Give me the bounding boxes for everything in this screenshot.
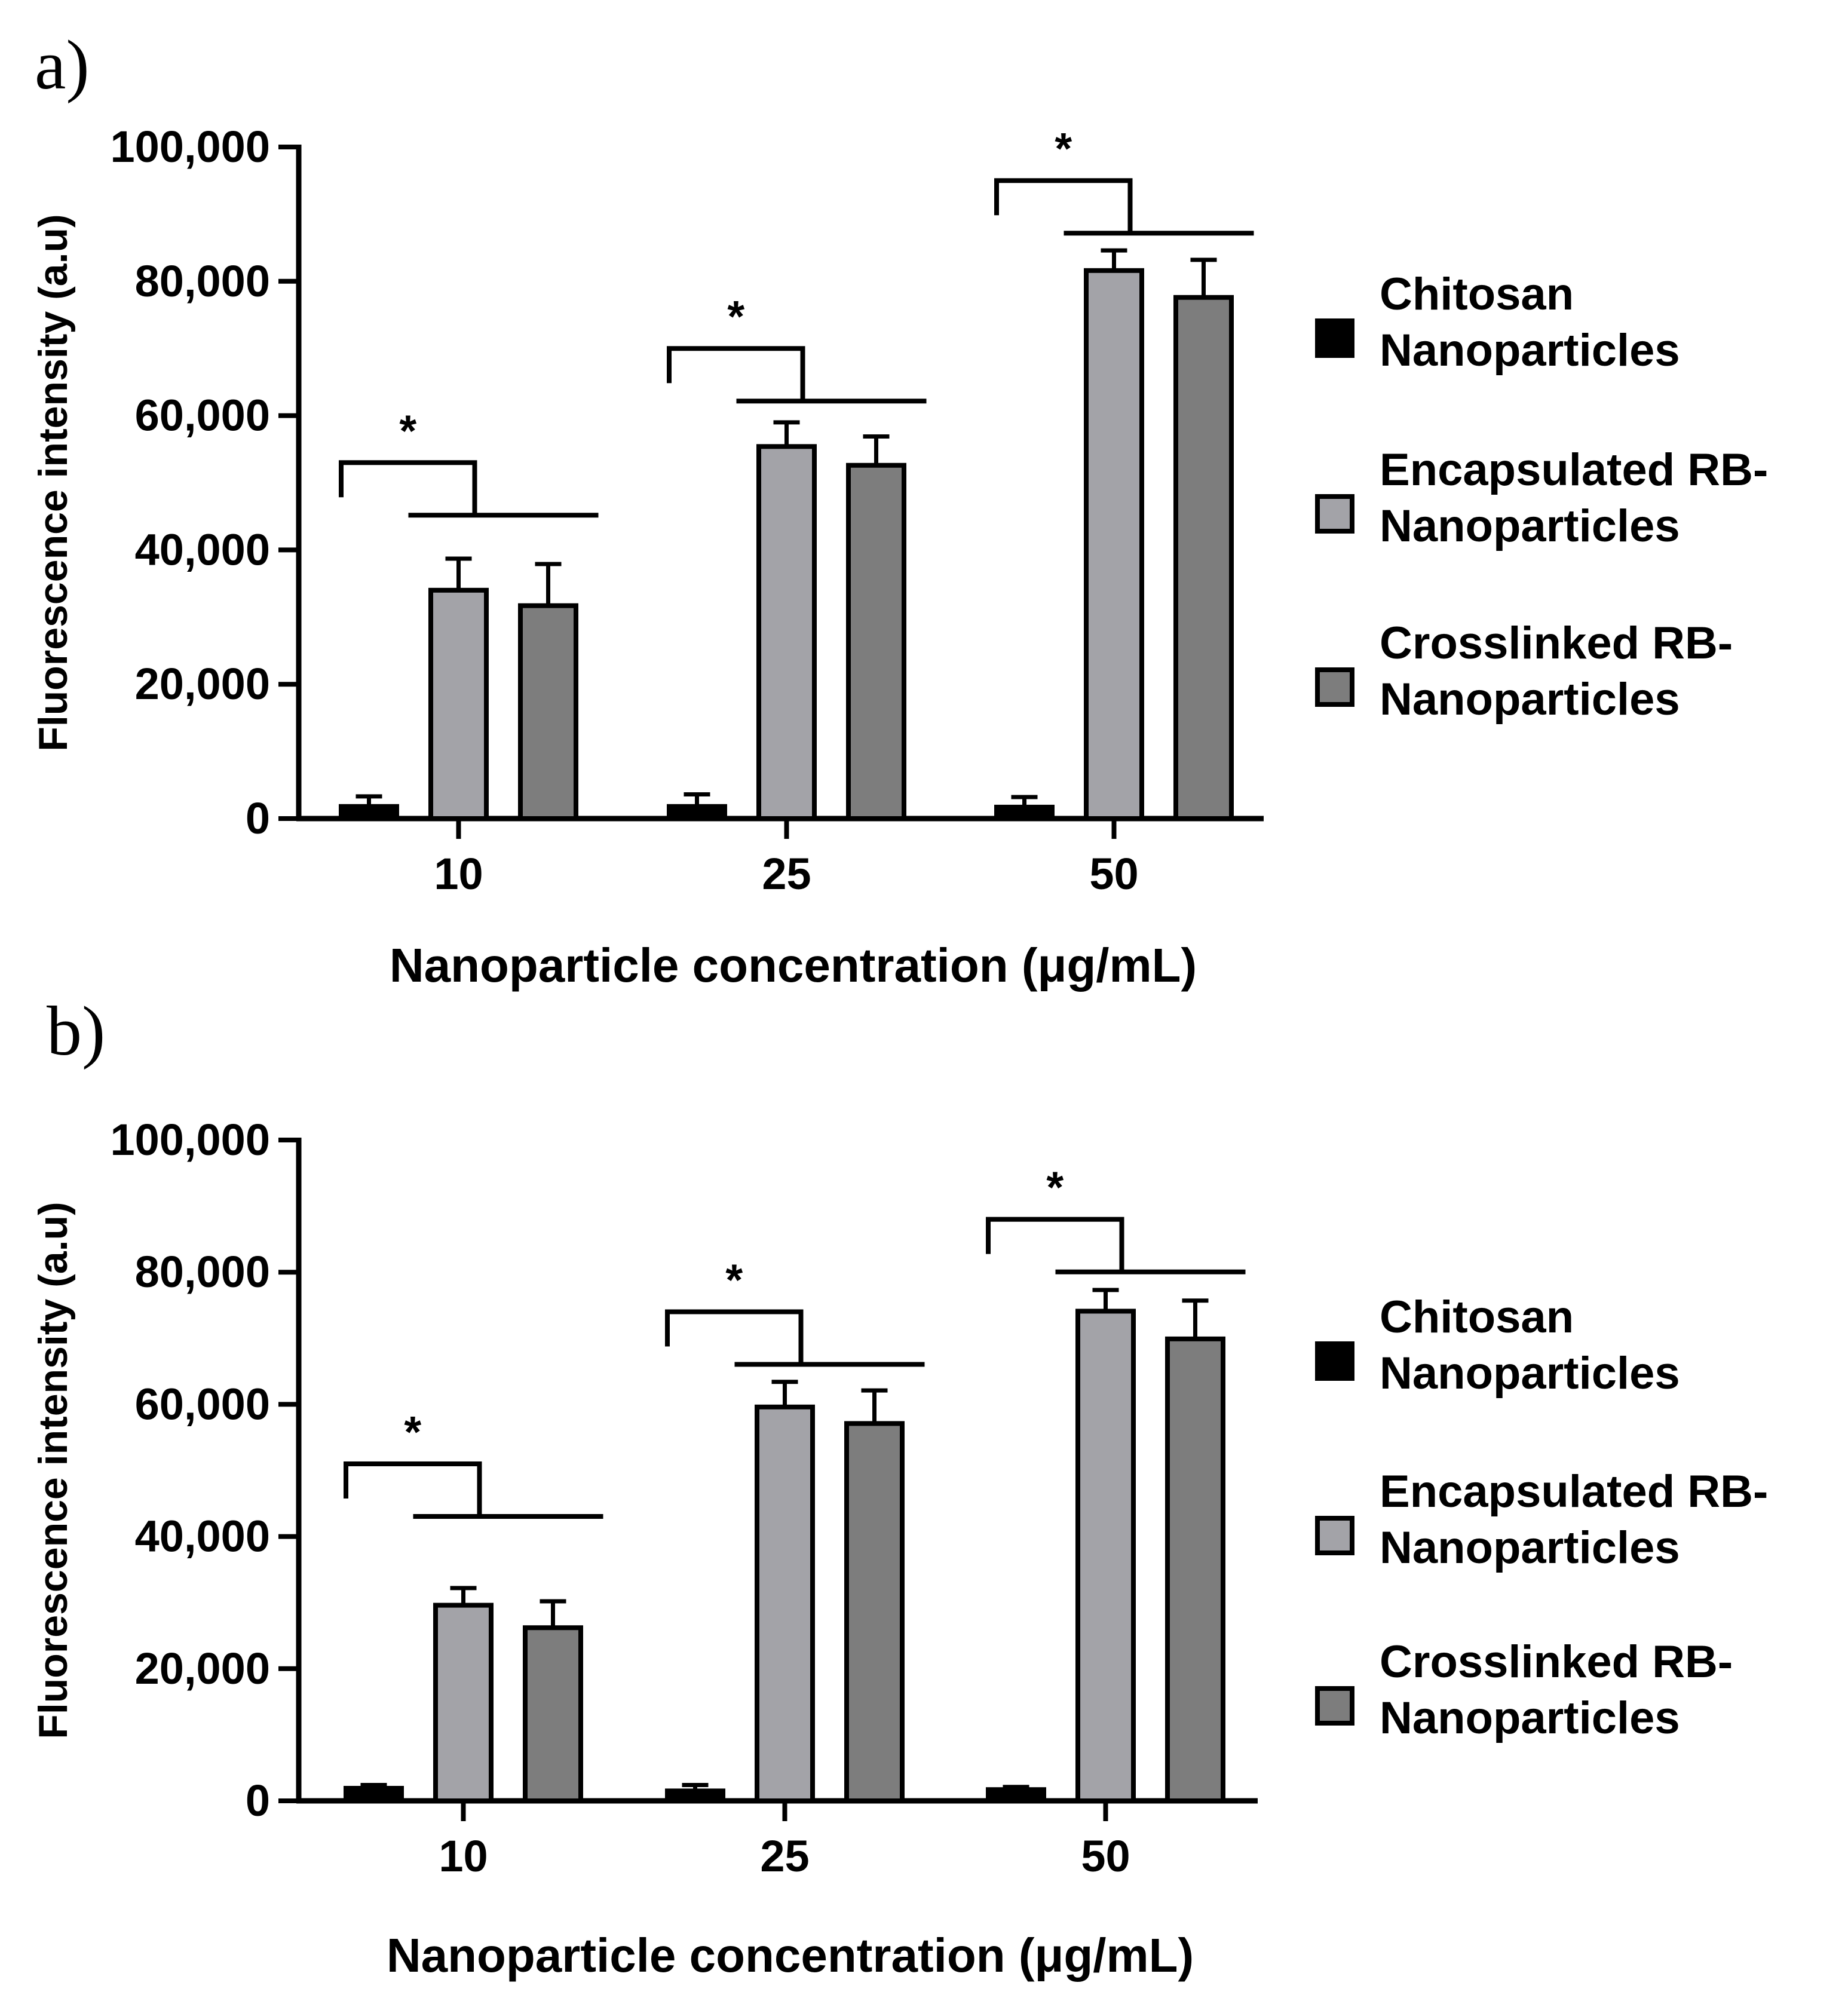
bar-crosslinked-25: [846, 462, 906, 821]
bar-chitosan-25: [667, 804, 727, 821]
bar-encapsulated-50: [1075, 1309, 1136, 1804]
significance-asterisk: *: [1055, 124, 1072, 173]
y-tick-label: 20,000: [135, 659, 270, 709]
significance-asterisk: *: [404, 1407, 421, 1457]
legend-swatch-chitosan: [1315, 318, 1354, 358]
y-tick-label: 0: [246, 793, 270, 843]
significance-bracket: [986, 1216, 1124, 1272]
legend-swatch-chitosan: [1315, 1341, 1354, 1381]
legend-label: Encapsulated RB-: [1380, 1466, 1768, 1517]
legend-label: Nanoparticles: [1380, 1522, 1680, 1573]
y-axis-title: Fluorescence intensity (a.u): [30, 214, 76, 751]
y-tick-label: 60,000: [135, 391, 270, 440]
y-axis-title: Fluorescence intensity (a.u): [30, 1202, 76, 1739]
chart-panel-a: a) Fluorescence intensity (a.u) 0 20,000 40,…: [30, 26, 1768, 992]
legend-label: Crosslinked RB-: [1380, 1637, 1733, 1687]
legend-swatch-crosslinked: [1315, 1686, 1354, 1726]
significance-asterisk: *: [1046, 1163, 1064, 1212]
x-tick-label: 25: [762, 849, 811, 899]
significance-asterisk: *: [727, 292, 744, 341]
x-tick-label: 10: [434, 849, 483, 899]
significance-bracket: [667, 346, 805, 402]
legend-swatch-encapsulated: [1315, 494, 1354, 534]
y-tick-label: 0: [246, 1776, 270, 1825]
bar-chitosan-10: [339, 804, 399, 821]
x-tick-label: 10: [439, 1831, 488, 1881]
legend-label: Nanoparticles: [1380, 501, 1680, 551]
y-tick-label: 20,000: [135, 1644, 270, 1693]
legend-label: Nanoparticles: [1380, 1693, 1680, 1743]
bar-chitosan-50: [994, 804, 1055, 821]
bar-chitosan-25: [665, 1788, 725, 1803]
y-tick-label: 80,000: [135, 1247, 270, 1297]
significance-bracket: [665, 1309, 804, 1365]
panel-label: b): [47, 992, 105, 1070]
significance-bracket: [339, 460, 477, 516]
legend-label: Nanoparticles: [1380, 1348, 1680, 1399]
bar-crosslinked-10: [523, 1625, 583, 1804]
bar-chitosan-10: [344, 1785, 404, 1804]
bar-encapsulated-50: [1084, 268, 1144, 822]
x-tick-label: 50: [1081, 1831, 1130, 1881]
y-tick-label: 100,000: [111, 122, 271, 171]
bar-encapsulated-25: [756, 444, 817, 821]
chart-panel-b: b) Fluorescence intensity (a.u) 0 20,000 40,…: [30, 992, 1768, 1982]
legend-label: Chitosan: [1380, 269, 1574, 320]
x-axis-title: Nanoparticle concentration (μg/mL): [390, 939, 1197, 992]
bar-encapsulated-10: [433, 1602, 494, 1804]
significance-bracket: [994, 178, 1133, 234]
x-tick-label: 50: [1089, 849, 1138, 899]
bar-crosslinked-25: [844, 1421, 905, 1804]
significance-asterisk: *: [399, 406, 416, 455]
legend-label: Nanoparticles: [1380, 325, 1680, 376]
legend-swatch-encapsulated: [1315, 1516, 1354, 1555]
y-tick-label: 40,000: [135, 525, 270, 574]
y-tick-label: 100,000: [111, 1115, 271, 1165]
legend-label: Encapsulated RB-: [1380, 445, 1768, 495]
legend-label: Crosslinked RB-: [1380, 618, 1733, 669]
significance-bracket: [344, 1461, 482, 1516]
bar-encapsulated-25: [755, 1404, 815, 1803]
bar-crosslinked-50: [1173, 295, 1234, 821]
panel-label: a): [35, 26, 90, 104]
legend-label: Nanoparticles: [1380, 674, 1680, 725]
y-tick-label: 60,000: [135, 1379, 270, 1429]
y-tick-label: 80,000: [135, 256, 270, 306]
x-tick-label: 25: [760, 1831, 809, 1881]
bar-encapsulated-10: [428, 587, 489, 822]
y-tick-label: 40,000: [135, 1512, 270, 1561]
x-axis-title: Nanoparticle concentration (μg/mL): [387, 1929, 1194, 1982]
legend-label: Chitosan: [1380, 1292, 1574, 1343]
bar-chitosan-50: [986, 1787, 1046, 1803]
legend-swatch-crosslinked: [1315, 667, 1354, 707]
significance-asterisk: *: [725, 1255, 743, 1305]
bar-crosslinked-10: [518, 603, 578, 822]
bar-crosslinked-50: [1165, 1336, 1225, 1803]
